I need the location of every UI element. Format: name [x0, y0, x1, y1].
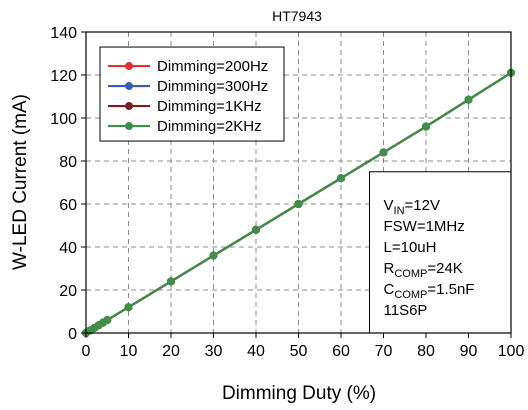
- legend-swatch-marker: [125, 122, 133, 131]
- annotation-line: RCOMP=24K: [384, 260, 463, 280]
- annotation-line: CCOMP=1.5nF: [384, 281, 475, 301]
- y-tick-label: 80: [59, 154, 77, 171]
- y-tick-label: 20: [59, 283, 77, 300]
- x-tick-label: 40: [247, 343, 265, 360]
- y-axis-title: W-LED Current (mA): [10, 94, 31, 270]
- annotation-line: VIN=12V: [384, 197, 440, 217]
- data-point: [379, 148, 388, 157]
- data-point: [464, 95, 473, 104]
- legend-label: Dimming=2KHz: [157, 118, 262, 135]
- legend-entry: Dimming=300Hz: [108, 78, 268, 95]
- annotation-line: FSW=1MHz: [384, 218, 465, 235]
- legend-label: Dimming=1KHz: [157, 98, 262, 115]
- annotation-line: 11S6P: [384, 302, 428, 319]
- data-point: [124, 303, 133, 312]
- x-tick-label: 60: [332, 343, 350, 360]
- annotation-box-frame: [369, 171, 512, 334]
- y-tick-label: 60: [59, 197, 77, 214]
- legend-swatch-marker: [125, 102, 133, 111]
- x-tick-label: 50: [290, 343, 308, 360]
- data-series: [82, 68, 515, 337]
- legend-entry: Dimming=1KHz: [108, 98, 262, 115]
- y-tick-label: 40: [59, 240, 77, 257]
- x-tick-label: 30: [205, 343, 223, 360]
- data-point: [422, 122, 430, 131]
- chart-title: HT7943: [272, 8, 322, 24]
- y-tick-label: 0: [68, 326, 77, 343]
- x-axis-title: Dimming Duty (%): [222, 383, 376, 404]
- legend-swatch-marker: [125, 62, 133, 71]
- data-point: [103, 316, 112, 325]
- y-tick-label: 140: [50, 25, 77, 42]
- legend: Dimming=200Hz Dimming=300Hz Dimming=1KHz Di…: [99, 46, 285, 142]
- x-tick-label: 90: [460, 343, 478, 360]
- x-tick-label: 70: [375, 343, 393, 360]
- data-point: [337, 174, 345, 183]
- x-tick-label: 100: [498, 343, 525, 360]
- data-point: [252, 225, 260, 234]
- x-tick-label: 10: [120, 343, 138, 360]
- legend-entry: Dimming=200Hz: [108, 58, 268, 75]
- legend-swatch-marker: [125, 82, 133, 91]
- x-tick-label: 20: [162, 343, 180, 360]
- x-tick-label: 80: [417, 343, 435, 360]
- y-tick-label: 120: [50, 68, 77, 85]
- data-point: [209, 251, 218, 260]
- legend-entry: Dimming=2KHz: [108, 118, 262, 135]
- axis-ticks: 0 10 20 30 40 50 60 70 80 90 100 0 20 40 60 80 100 120 140: [50, 25, 524, 360]
- legend-label: Dimming=200Hz: [157, 58, 268, 75]
- y-tick-label: 100: [50, 111, 77, 128]
- data-point: [167, 277, 175, 286]
- legend-label: Dimming=300Hz: [157, 78, 268, 95]
- annotation-line: L=10uH: [384, 239, 437, 256]
- x-tick-label: 0: [82, 343, 91, 360]
- data-point: [294, 200, 303, 208]
